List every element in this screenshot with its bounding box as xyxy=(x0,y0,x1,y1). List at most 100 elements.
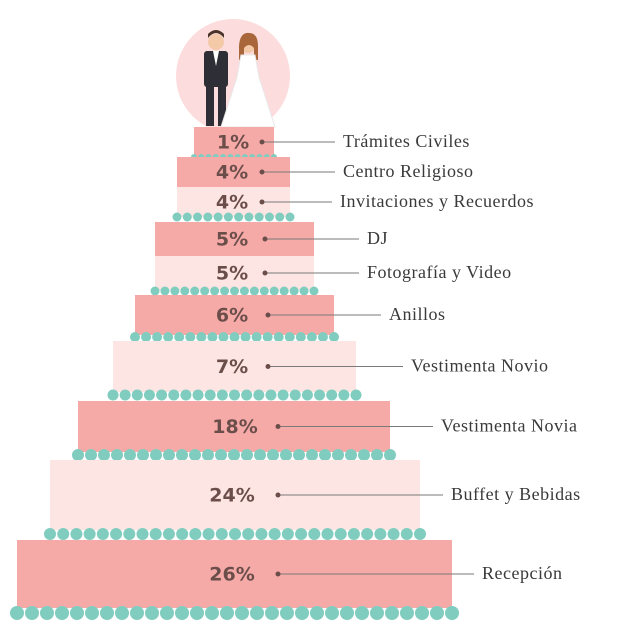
category-label: Fotografía y Video xyxy=(367,262,512,282)
bead xyxy=(329,332,339,342)
bead xyxy=(295,332,306,342)
bead xyxy=(141,332,152,342)
value-label: 18% xyxy=(212,416,257,438)
bead xyxy=(176,528,189,540)
bead xyxy=(338,389,350,401)
bead xyxy=(215,449,227,461)
category-label: Anillos xyxy=(389,304,446,324)
value-label: 6% xyxy=(216,305,248,327)
bead xyxy=(70,606,84,620)
bead xyxy=(340,606,354,620)
bead xyxy=(180,286,190,296)
bead xyxy=(355,606,369,620)
bead xyxy=(145,606,159,620)
bead xyxy=(176,449,188,461)
bead xyxy=(234,212,244,222)
bead xyxy=(168,389,180,401)
bead xyxy=(115,606,129,620)
bead xyxy=(57,528,70,540)
bead xyxy=(196,332,207,342)
bead xyxy=(110,528,123,540)
leader-dot xyxy=(275,492,281,498)
leader-dot xyxy=(262,236,268,242)
bead xyxy=(445,606,459,620)
bead xyxy=(240,332,251,342)
bead xyxy=(235,606,249,620)
bead xyxy=(345,449,357,461)
bead xyxy=(70,528,83,540)
bead xyxy=(10,606,24,620)
bead xyxy=(259,286,269,296)
bead xyxy=(200,286,210,296)
bead xyxy=(289,389,301,401)
bead xyxy=(374,528,387,540)
bead xyxy=(218,332,229,342)
bead xyxy=(264,212,274,222)
bead xyxy=(119,389,131,401)
bead xyxy=(385,606,399,620)
bead xyxy=(241,389,253,401)
bead xyxy=(414,528,426,540)
bead xyxy=(83,528,96,540)
bead xyxy=(205,606,219,620)
bead xyxy=(149,528,162,540)
bead xyxy=(358,449,370,461)
bead xyxy=(156,389,168,401)
bead xyxy=(265,606,279,620)
bead xyxy=(172,212,182,222)
bead xyxy=(190,606,204,620)
leader-dot xyxy=(259,199,265,205)
leader-dot xyxy=(275,571,281,577)
bead xyxy=(241,449,253,461)
value-label: 4% xyxy=(216,192,248,214)
bead xyxy=(400,606,414,620)
bead xyxy=(280,606,294,620)
bead xyxy=(210,286,220,296)
bead xyxy=(371,449,383,461)
value-label: 1% xyxy=(217,132,249,154)
bead xyxy=(332,449,344,461)
leader-dot xyxy=(265,312,271,318)
bead xyxy=(314,389,326,401)
bead xyxy=(347,528,360,540)
bead xyxy=(262,332,273,342)
category-label: Recepción xyxy=(482,563,562,583)
bead xyxy=(387,528,400,540)
bead xyxy=(244,212,254,222)
bead xyxy=(136,528,149,540)
bead xyxy=(204,389,216,401)
bead xyxy=(131,389,143,401)
bead xyxy=(229,528,241,540)
bead xyxy=(350,389,362,401)
bead xyxy=(325,606,339,620)
value-label: 5% xyxy=(216,229,248,251)
bead xyxy=(189,449,201,461)
bead xyxy=(267,449,279,461)
category-label: Trámites Civiles xyxy=(343,131,470,151)
category-label: Vestimenta Novio xyxy=(411,356,548,376)
bead xyxy=(163,449,175,461)
bead xyxy=(254,449,266,461)
bead xyxy=(202,449,214,461)
value-label: 26% xyxy=(209,564,254,586)
bead xyxy=(309,286,319,296)
bead xyxy=(107,389,119,401)
bead xyxy=(163,332,174,342)
bead xyxy=(265,389,277,401)
bead xyxy=(239,286,249,296)
bead xyxy=(175,606,189,620)
bead xyxy=(162,528,175,540)
bead xyxy=(295,606,309,620)
bead xyxy=(160,606,174,620)
cake: 1% Trámites Civiles 4% Centro Religioso 4% In… xyxy=(10,127,580,620)
bead xyxy=(40,606,54,620)
bead xyxy=(285,212,295,222)
bead xyxy=(44,528,56,540)
bead xyxy=(130,332,140,342)
bead xyxy=(334,528,347,540)
bead xyxy=(326,389,338,401)
bead xyxy=(189,528,202,540)
bead xyxy=(310,606,324,620)
bead xyxy=(228,449,240,461)
